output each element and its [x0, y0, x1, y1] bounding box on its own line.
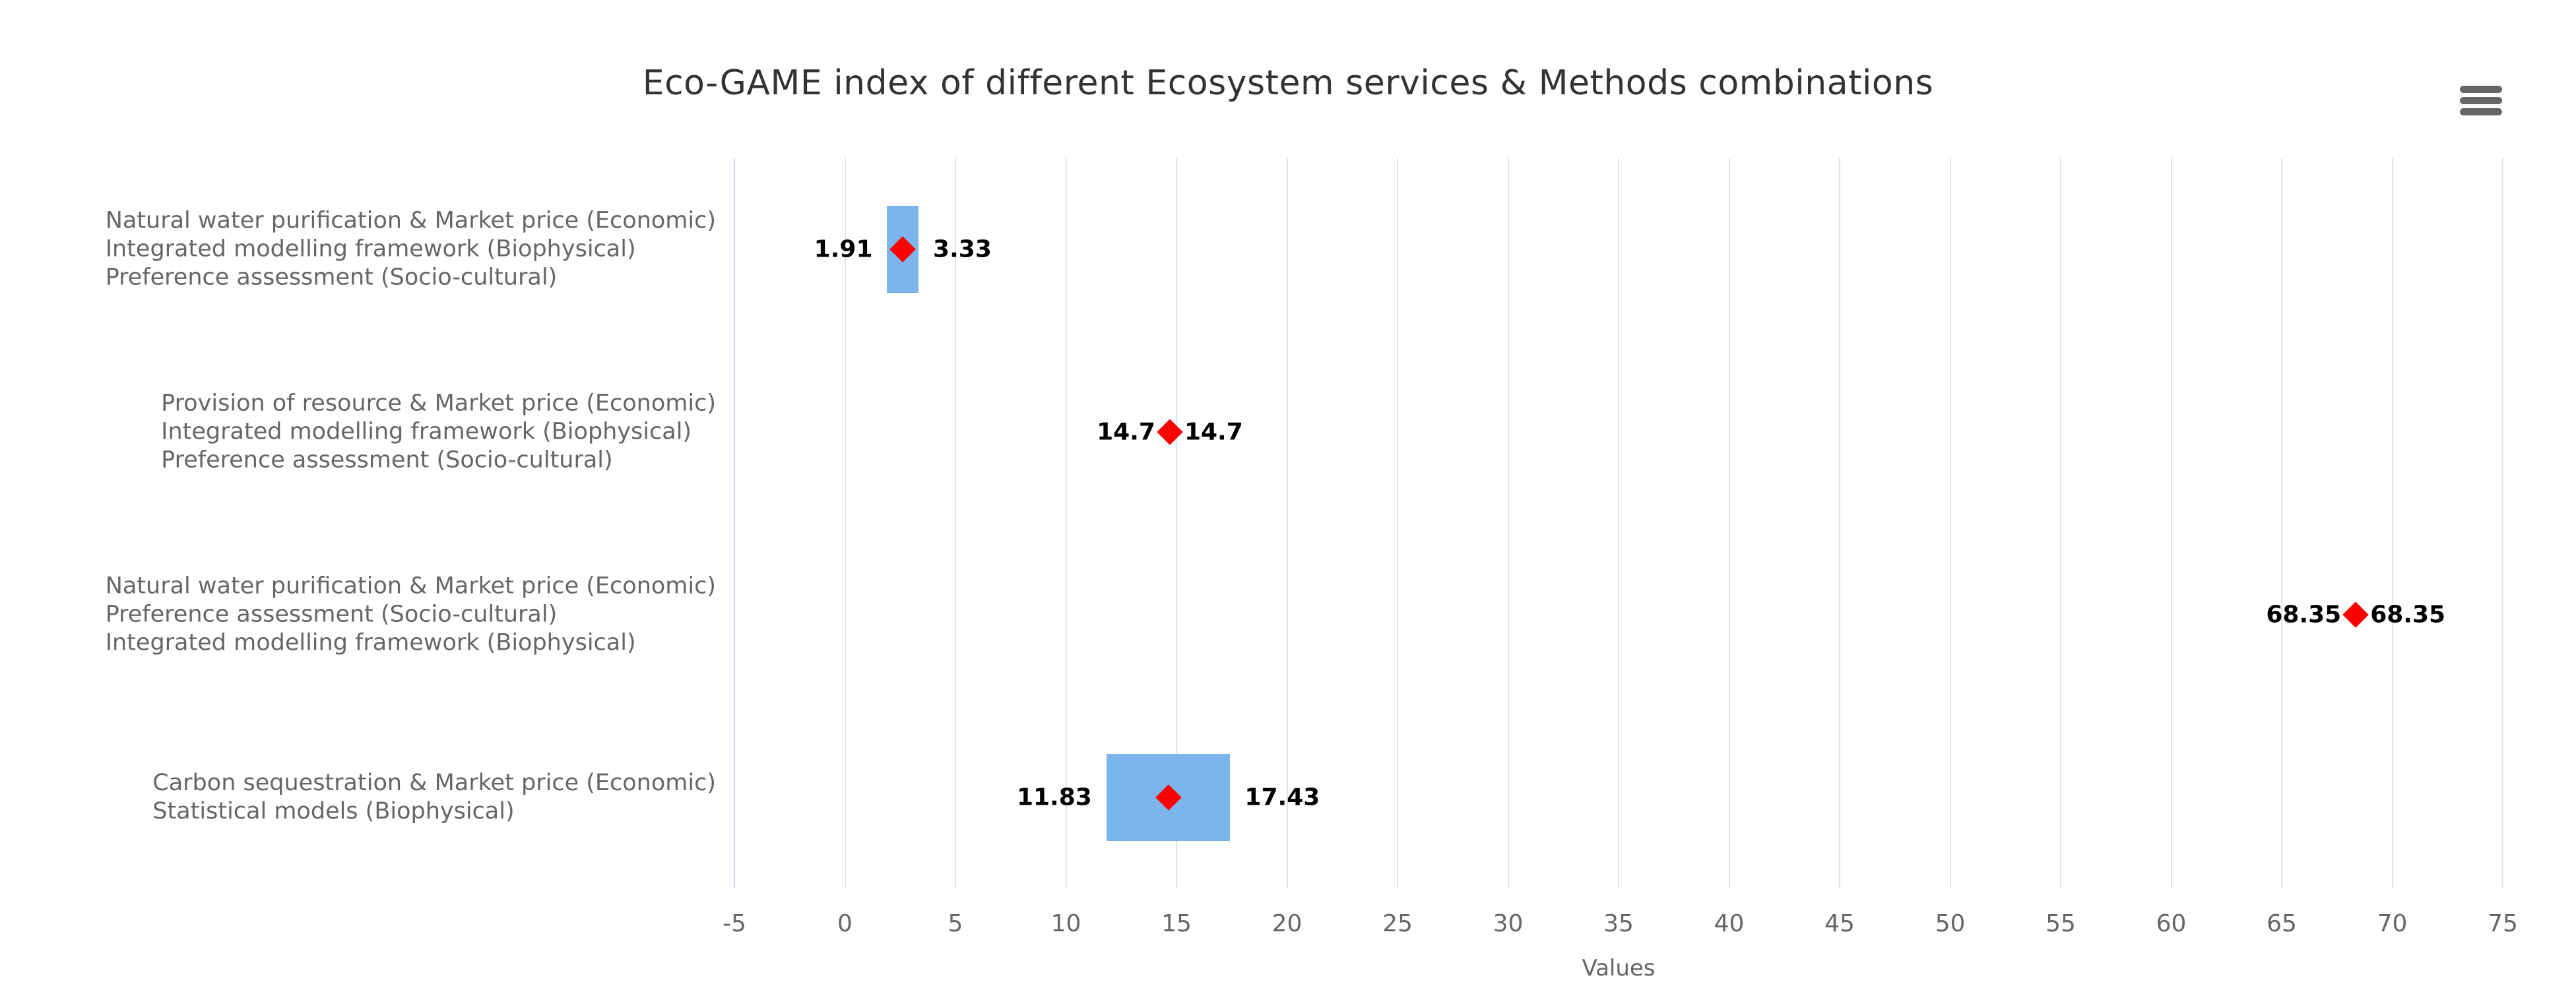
- x-tick-label: 20: [1272, 910, 1303, 937]
- data-label-high: 3.33: [933, 235, 992, 263]
- category-label-line: Natural water purification & Market pric…: [105, 207, 716, 234]
- category-label-line: Carbon sequestration & Market price (Eco…: [152, 769, 716, 796]
- gridline: [1507, 158, 1509, 888]
- gridline: [2170, 158, 2172, 888]
- gridline: [2391, 158, 2393, 888]
- gridline: [2060, 158, 2061, 888]
- hamburger-menu-icon: [2460, 85, 2505, 115]
- x-tick-label: 45: [1824, 910, 1855, 937]
- x-tick-label: 15: [1161, 910, 1192, 937]
- gridline: [1286, 158, 1288, 888]
- chart-context-menu-button[interactable]: [2456, 78, 2509, 127]
- chart-title: Eco-GAME index of different Ecosystem se…: [642, 63, 1934, 103]
- hamburger-bar: [2460, 96, 2502, 104]
- hamburger-bar: [2460, 108, 2502, 115]
- x-tick-label: 60: [2156, 910, 2187, 937]
- hamburger-bar: [2460, 85, 2502, 93]
- category-label-line: Integrated modelling framework (Biophysi…: [105, 629, 636, 656]
- mean-diamond-marker-icon[interactable]: [1157, 419, 1183, 445]
- category-label-line: Preference assessment (Socio-cultural): [161, 447, 613, 474]
- data-label-low: 11.83: [1016, 784, 1092, 811]
- data-label-high: 68.35: [2370, 601, 2446, 629]
- x-tick-label: 55: [2045, 910, 2076, 937]
- gridline: [1397, 158, 1398, 888]
- category-label-line: Preference assessment (Socio-cultural): [105, 601, 558, 628]
- gridline: [2281, 158, 2282, 888]
- gridline: [1839, 158, 1840, 888]
- data-label-low: 68.35: [2266, 601, 2342, 629]
- data-label-high: 17.43: [1244, 784, 1320, 811]
- x-tick-label: 5: [948, 910, 963, 937]
- category-label-line: Provision of resource & Market price (Ec…: [161, 390, 716, 417]
- category-label-line: Natural water purification & Market pric…: [105, 573, 716, 600]
- x-tick-label: -5: [723, 910, 746, 937]
- category-label-line: Integrated modelling framework (Biophysi…: [105, 235, 636, 263]
- gridline: [2502, 158, 2503, 888]
- x-tick-label: 75: [2488, 910, 2518, 937]
- gridline: [1949, 158, 1951, 888]
- category-label-line: Integrated modelling framework (Biophysi…: [161, 418, 692, 445]
- y-axis-line: [734, 158, 735, 888]
- data-label-low: 1.91: [814, 235, 873, 263]
- gridline: [955, 158, 956, 888]
- x-tick-label: 65: [2267, 910, 2297, 937]
- category-label: Provision of resource & Market price (Ec…: [161, 390, 716, 475]
- gridline: [844, 158, 846, 888]
- x-tick-label: 30: [1493, 910, 1524, 937]
- category-label: Carbon sequestration & Market price (Eco…: [152, 769, 716, 826]
- category-label: Natural water purification & Market pric…: [106, 207, 716, 292]
- gridline: [1065, 158, 1067, 888]
- x-tick-label: 35: [1603, 910, 1634, 937]
- category-label-line: Preference assessment (Socio-cultural): [105, 264, 558, 291]
- x-tick-label: 40: [1714, 910, 1745, 937]
- data-label-high: 14.7: [1184, 418, 1243, 446]
- x-tick-label: 25: [1382, 910, 1413, 937]
- x-axis-title: Values: [1582, 955, 1656, 981]
- gridline: [1618, 158, 1619, 888]
- data-label-low: 14.7: [1097, 418, 1155, 446]
- gridline: [1176, 158, 1177, 888]
- mean-diamond-marker-icon[interactable]: [2342, 602, 2369, 628]
- category-label-line: Statistical models (Biophysical): [152, 797, 515, 824]
- x-tick-label: 50: [1935, 910, 1966, 937]
- category-label: Natural water purification & Market pric…: [106, 572, 716, 657]
- x-tick-label: 0: [837, 910, 853, 937]
- x-tick-label: 70: [2377, 910, 2408, 937]
- x-tick-label: 10: [1050, 910, 1081, 937]
- gridline: [1728, 158, 1730, 888]
